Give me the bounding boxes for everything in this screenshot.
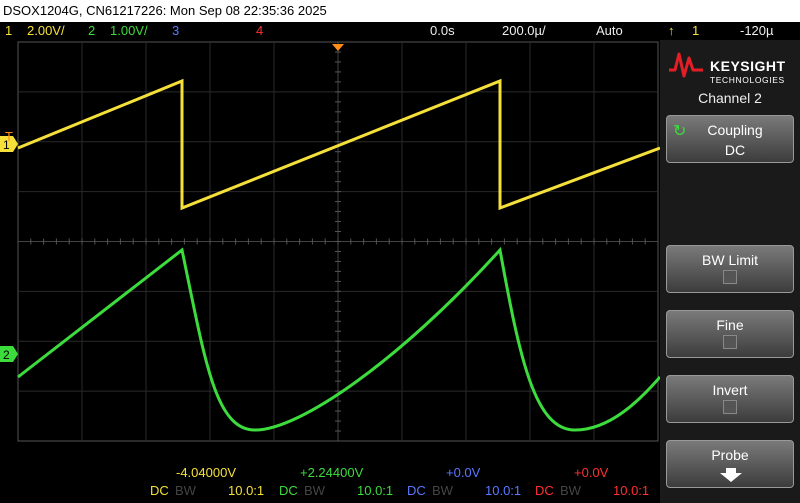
bw-limit-checkbox[interactable] bbox=[723, 270, 737, 284]
ch2-scale[interactable]: 1.00V/ bbox=[110, 23, 148, 38]
ch1-bw: BW bbox=[175, 483, 196, 498]
ch3-coupling: DC bbox=[407, 483, 426, 498]
status-bar: 1 2.00V/ 2 1.00V/ 3 4 0.0s 200.0µ/ Auto bbox=[0, 22, 660, 40]
ch2-ground-marker[interactable]: 2 bbox=[0, 346, 18, 362]
trigger-level-marker: T bbox=[5, 129, 13, 144]
ch1-ground-marker[interactable]: 1 bbox=[0, 136, 18, 152]
ch2-bw: BW bbox=[304, 483, 325, 498]
ch1-number[interactable]: 1 bbox=[5, 23, 13, 38]
logo-subtext: TECHNOLOGIES bbox=[710, 75, 785, 85]
ch1-probe: 10.0:1 bbox=[228, 483, 265, 498]
ch2-waveform bbox=[17, 246, 660, 432]
ch3-offset[interactable]: +0.0V bbox=[446, 465, 481, 480]
rotate-knob-icon: ↻ bbox=[673, 123, 687, 140]
down-arrow-icon bbox=[720, 468, 742, 482]
fine-label: Fine bbox=[716, 317, 744, 333]
time-scale[interactable]: 200.0µ/ bbox=[502, 23, 546, 38]
trigger-status: ↑ 1 -120µ bbox=[660, 22, 800, 40]
ch1-offset[interactable]: -4.04000V bbox=[176, 465, 236, 480]
trigger-position-icon bbox=[332, 44, 344, 51]
ch2-coupling: DC bbox=[279, 483, 298, 498]
probe-softkey[interactable]: Probe bbox=[666, 440, 794, 488]
probe-label: Probe bbox=[711, 447, 749, 463]
coupling-softkey[interactable]: ↻ Coupling DC bbox=[666, 115, 794, 163]
ch1-waveform bbox=[17, 78, 660, 211]
ch1-scale[interactable]: 2.00V/ bbox=[27, 23, 65, 38]
channel-info-bar: -4.04000V +2.24400V +0.0V +0.0V DC BW 10… bbox=[0, 463, 660, 503]
logo-text: KEYSIGHT bbox=[710, 58, 786, 74]
svg-text:2: 2 bbox=[3, 348, 10, 362]
trigger-source[interactable]: 1 bbox=[692, 23, 700, 38]
ch3-bw: BW bbox=[432, 483, 453, 498]
keysight-wave-icon bbox=[669, 52, 703, 78]
waveform-display[interactable]: 1 2 T bbox=[0, 40, 660, 463]
trigger-mode[interactable]: Auto bbox=[596, 23, 623, 38]
trigger-edge-icon: ↑ bbox=[668, 23, 675, 38]
ch4-offset[interactable]: +0.0V bbox=[574, 465, 609, 480]
ch4-coupling: DC bbox=[535, 483, 554, 498]
bw-limit-softkey[interactable]: BW Limit bbox=[666, 245, 794, 293]
fine-softkey[interactable]: Fine bbox=[666, 310, 794, 358]
svg-text:1: 1 bbox=[3, 138, 10, 152]
ch2-probe: 10.0:1 bbox=[357, 483, 394, 498]
ch3-number[interactable]: 3 bbox=[172, 23, 180, 38]
invert-checkbox[interactable] bbox=[723, 400, 737, 414]
coupling-value: DC bbox=[724, 142, 746, 158]
fine-checkbox[interactable] bbox=[723, 335, 737, 349]
keysight-logo: KEYSIGHT TECHNOLOGIES bbox=[668, 48, 798, 85]
menu-title: Channel 2 bbox=[698, 90, 762, 106]
softkey-panel: KEYSIGHT TECHNOLOGIES Channel 2 ↻ Coupli… bbox=[660, 40, 800, 503]
trigger-level[interactable]: -120µ bbox=[740, 23, 774, 38]
ch3-probe: 10.0:1 bbox=[485, 483, 522, 498]
ch2-offset[interactable]: +2.24400V bbox=[300, 465, 364, 480]
time-position[interactable]: 0.0s bbox=[430, 23, 455, 38]
title-bar: DSOX1204G, CN61217226: Mon Sep 08 22:35:… bbox=[0, 0, 800, 22]
ch4-probe: 10.0:1 bbox=[613, 483, 650, 498]
ch4-number[interactable]: 4 bbox=[256, 23, 264, 38]
graticule bbox=[17, 41, 659, 442]
ch4-bw: BW bbox=[560, 483, 581, 498]
invert-softkey[interactable]: Invert bbox=[666, 375, 794, 423]
ch2-number[interactable]: 2 bbox=[88, 23, 96, 38]
bw-limit-label: BW Limit bbox=[702, 252, 758, 268]
coupling-label: Coupling bbox=[707, 122, 763, 138]
invert-label: Invert bbox=[712, 382, 748, 398]
ch1-coupling: DC bbox=[150, 483, 169, 498]
